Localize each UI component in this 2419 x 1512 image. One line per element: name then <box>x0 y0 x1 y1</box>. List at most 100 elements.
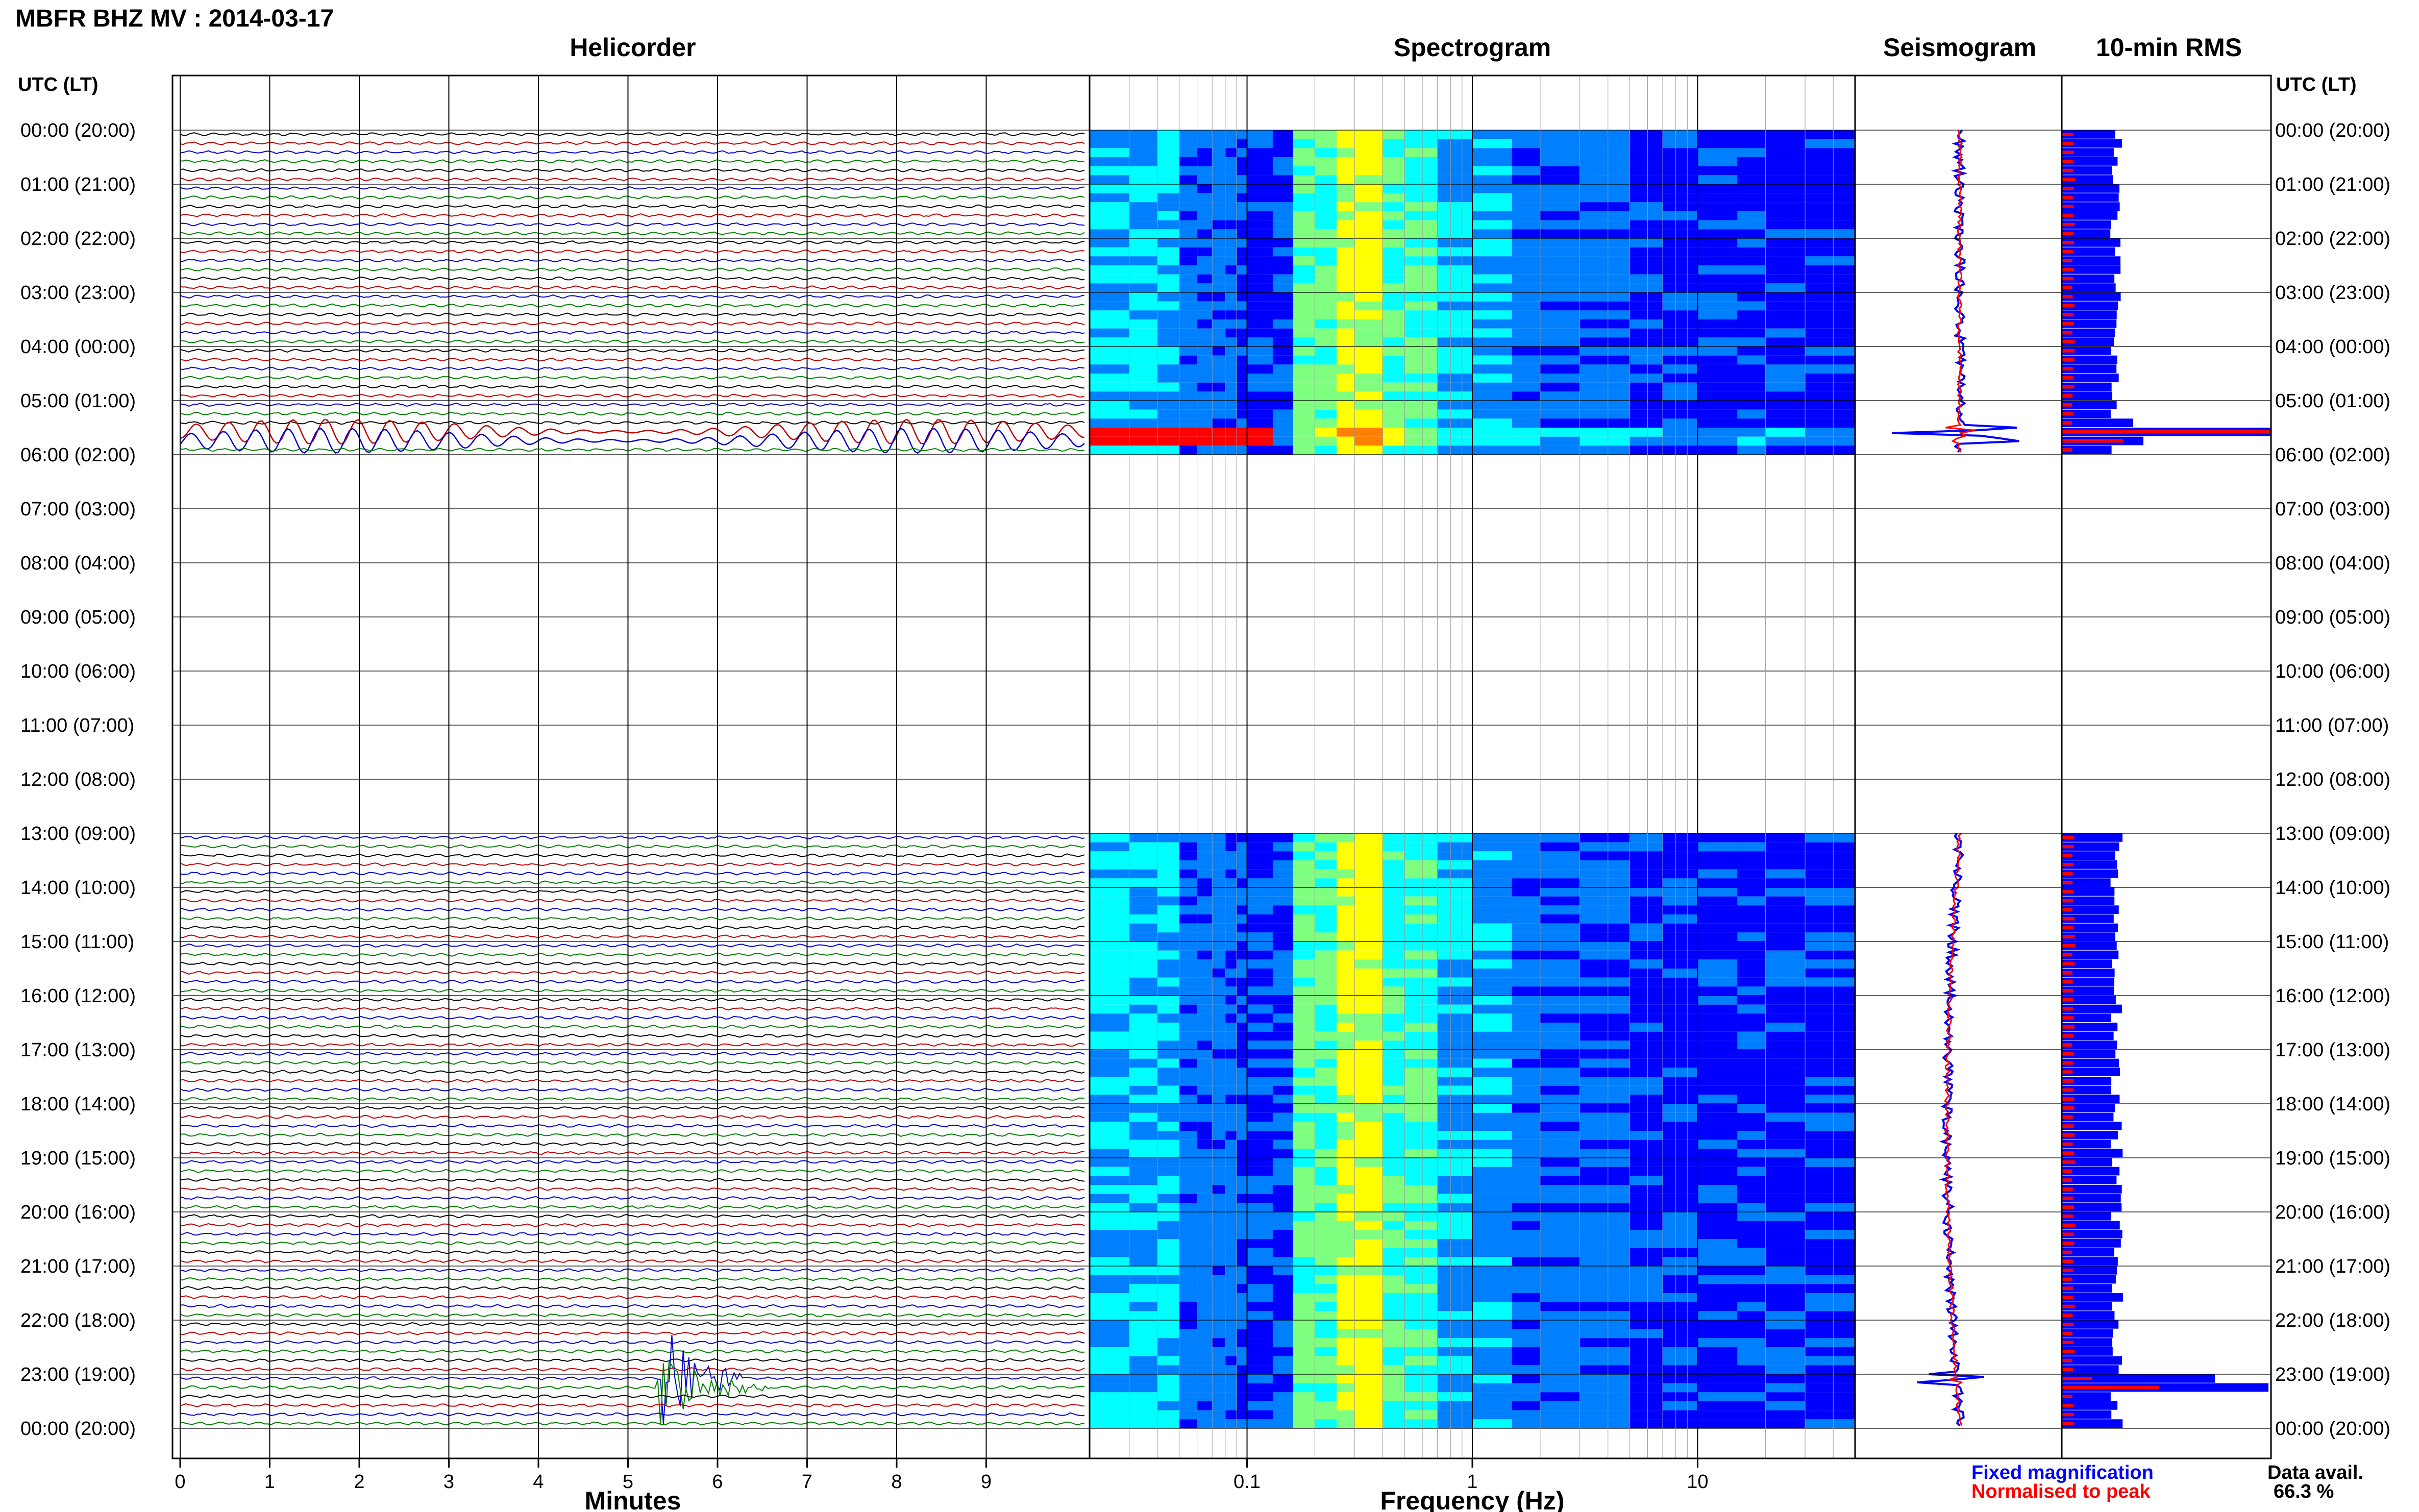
spectrogram-cell <box>1630 1383 1663 1393</box>
spectrogram-cell <box>1697 869 1738 879</box>
spectrogram-cell <box>1805 328 1856 338</box>
spectrogram-cell <box>1630 1013 1663 1023</box>
spectrogram-cell <box>1404 1122 1438 1131</box>
spectrogram-cell <box>1512 148 1541 157</box>
spectrogram-cell <box>1579 1356 1630 1366</box>
rms-bar-fixed <box>2062 1239 2121 1248</box>
rms-bar-normalised <box>2062 962 2075 965</box>
spectrogram-cell <box>1179 157 1198 166</box>
spectrogram-cell <box>1354 914 1383 924</box>
spectrogram-cell <box>1805 436 1856 446</box>
spectrogram-cell <box>1765 1122 1806 1131</box>
helicorder-trace <box>180 988 1085 993</box>
spectrogram-cell <box>1272 428 1294 437</box>
spectrogram-cell <box>1179 382 1198 392</box>
spectrogram-cell <box>1197 337 1213 346</box>
spectrogram-cell <box>1663 292 1698 302</box>
spectrogram-cell <box>1272 1050 1294 1059</box>
rms-bar-normalised <box>2062 854 2072 857</box>
spectrogram-cell <box>1383 328 1405 338</box>
rms-bar-fixed <box>2062 1329 2113 1338</box>
rms-bar-normalised <box>2062 1277 2072 1281</box>
spectrogram-cell <box>1540 401 1581 410</box>
spectrogram-cell <box>1765 374 1806 383</box>
spectrogram-cell <box>1197 1185 1213 1194</box>
spectrogram-cell <box>1212 833 1226 842</box>
spectrogram-cell <box>1512 247 1541 257</box>
helicorder-trace <box>180 1250 1085 1254</box>
spectrogram-cell <box>1179 265 1198 275</box>
spectrogram-cell <box>1354 139 1383 148</box>
spectrogram-cell <box>1197 220 1213 230</box>
spectrogram-cell <box>1472 1194 1513 1203</box>
spectrogram-cell <box>1212 1302 1226 1311</box>
helicorder-trace <box>180 1070 1085 1074</box>
spectrogram-cell <box>1197 445 1213 455</box>
spectrogram-cell <box>1697 409 1738 419</box>
spectrogram-cell <box>1663 355 1698 365</box>
rms-bar-normalised <box>2062 971 2072 975</box>
helicorder-trace <box>180 853 1085 858</box>
spectrogram-cell <box>1197 382 1213 392</box>
spectrogram-cell <box>1225 1356 1237 1366</box>
spectrogram-cell <box>1090 1266 1130 1275</box>
spectrogram-cell <box>1129 1338 1158 1347</box>
spectrogram-cell <box>1293 265 1315 275</box>
spectrogram-cell <box>1472 409 1513 419</box>
spectrogram-cell <box>1337 139 1355 148</box>
spectrogram-cell <box>1247 265 1273 275</box>
spectrogram-cell <box>1354 941 1383 951</box>
spectrogram-cell <box>1129 1085 1158 1095</box>
spectrogram-cell <box>1157 1203 1180 1212</box>
spectrogram-cell <box>1540 1302 1581 1311</box>
spectrogram-cell <box>1157 1031 1180 1041</box>
spectrogram-cell <box>1697 1419 1738 1428</box>
spectrogram-cell <box>1383 1212 1405 1221</box>
rms-bar-normalised <box>2062 1269 2073 1272</box>
spectrogram-cell <box>1765 842 1806 852</box>
spectrogram-cell <box>1354 445 1383 455</box>
spectrogram-cell <box>1630 409 1663 419</box>
spectrogram-cell <box>1697 401 1738 410</box>
spectrogram-cell <box>1737 950 1766 960</box>
spectrogram-cell <box>1237 409 1248 419</box>
spectrogram-cell <box>1272 328 1294 338</box>
spectrogram-cell <box>1179 923 1198 933</box>
spectrogram-cell <box>1315 1356 1337 1366</box>
spectrogram-cell <box>1179 220 1198 230</box>
spectrogram-cell <box>1212 1158 1226 1167</box>
spectrogram-cell <box>1765 932 1806 941</box>
spectrogram-cell <box>1579 1284 1630 1293</box>
spectrogram-cell <box>1404 860 1438 870</box>
spectrogram-cell <box>1197 1239 1213 1248</box>
spectrogram-cell <box>1272 851 1294 860</box>
spectrogram-cell <box>1337 1392 1355 1401</box>
spectrogram-cell <box>1737 1365 1766 1374</box>
spectrogram-cell <box>1579 833 1630 842</box>
spectrogram-cell <box>1540 1013 1581 1023</box>
spectrogram-cell <box>1697 1302 1738 1311</box>
spectrogram-cell <box>1212 1293 1226 1302</box>
spectrogram-cell <box>1472 184 1513 193</box>
spectrogram-cell <box>1337 969 1355 978</box>
spectrogram-cell <box>1354 1419 1383 1428</box>
spectrogram-cell <box>1765 1085 1806 1095</box>
spectrogram-cell <box>1437 977 1473 987</box>
spectrogram-cell <box>1805 1095 1856 1104</box>
spectrogram-cell <box>1337 932 1355 941</box>
spectrogram-cell <box>1663 401 1698 410</box>
spectrogram-cell <box>1630 1040 1663 1050</box>
spectrogram-cell <box>1315 256 1337 265</box>
spectrogram-cell <box>1404 374 1438 383</box>
spectrogram-cell <box>1765 256 1806 265</box>
spectrogram-cell <box>1157 869 1180 879</box>
spectrogram-cell <box>1697 842 1738 852</box>
rms-bar-normalised <box>2062 151 2074 154</box>
spectrogram-cell <box>1225 1266 1237 1275</box>
spectrogram-cell <box>1272 1068 1294 1077</box>
spectrogram-cell <box>1540 355 1581 365</box>
helicorder-trace <box>180 952 1085 957</box>
spectrogram-cell <box>1630 1122 1663 1131</box>
spectrogram-cell <box>1404 211 1438 220</box>
spectrogram-cell <box>1315 1040 1337 1050</box>
